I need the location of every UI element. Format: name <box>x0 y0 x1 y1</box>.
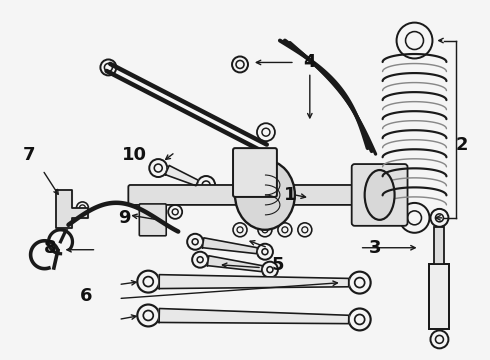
Polygon shape <box>207 256 262 271</box>
Text: 5: 5 <box>271 256 284 274</box>
Text: 2: 2 <box>455 136 467 154</box>
Text: 4: 4 <box>304 53 316 71</box>
Bar <box>429 264 449 329</box>
Ellipse shape <box>235 160 295 230</box>
Polygon shape <box>159 275 349 289</box>
Text: 8: 8 <box>44 239 57 257</box>
Text: 9: 9 <box>118 209 131 227</box>
Polygon shape <box>165 166 198 186</box>
FancyBboxPatch shape <box>128 185 252 205</box>
FancyBboxPatch shape <box>233 148 277 197</box>
FancyBboxPatch shape <box>263 185 367 205</box>
Text: 10: 10 <box>122 146 147 164</box>
Bar <box>435 227 444 264</box>
Text: 7: 7 <box>23 146 35 164</box>
Polygon shape <box>202 238 257 254</box>
Polygon shape <box>159 309 349 324</box>
FancyBboxPatch shape <box>139 204 166 236</box>
Text: 3: 3 <box>368 239 381 257</box>
Polygon shape <box>55 190 89 228</box>
FancyBboxPatch shape <box>352 164 408 226</box>
Ellipse shape <box>365 170 394 220</box>
Text: 1: 1 <box>284 186 296 204</box>
Text: 6: 6 <box>80 287 93 305</box>
